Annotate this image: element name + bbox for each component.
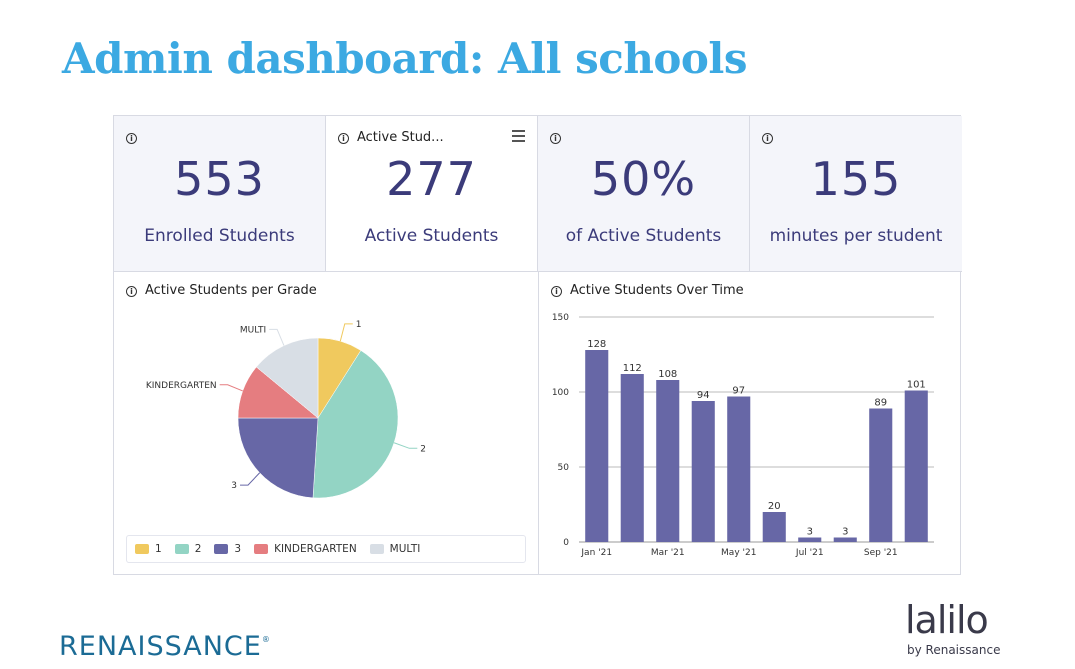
legend-item[interactable]: 2 (174, 543, 202, 555)
dashboard: i 553 Enrolled Students i Active Stud...… (113, 115, 962, 575)
y-tick-label: 100 (552, 388, 569, 398)
legend-swatch (254, 544, 269, 554)
bar-8[interactable] (833, 537, 857, 543)
bar-chart[interactable]: 0 50 100 150 128 Jan '21 112 108 Mar '21 94 97 May … (539, 272, 961, 572)
bar-value-label: 108 (658, 369, 677, 380)
bar-6[interactable] (762, 512, 786, 542)
bar-value-label: 97 (732, 386, 745, 397)
bar-9[interactable] (869, 408, 893, 543)
legend-label: MULTI (389, 543, 421, 555)
legend-label: KINDERGARTEN (274, 543, 357, 555)
lalilo-logo: lalilo by Renaissance (905, 598, 1015, 660)
pie-leader-line (339, 323, 353, 342)
bar-1[interactable] (585, 350, 609, 542)
legend-item[interactable]: MULTI (369, 543, 421, 555)
pie-label: 3 (231, 481, 237, 491)
panel-title: Active Students per Grade (145, 283, 317, 298)
kpi-card-enrolled[interactable]: i 553 Enrolled Students (114, 116, 326, 272)
legend-label: 2 (194, 543, 202, 555)
y-tick-label: 0 (563, 538, 569, 548)
pie-slice-multi[interactable] (256, 337, 319, 419)
kpi-label: of Active Students (565, 226, 722, 246)
pie-slice-3[interactable] (237, 417, 319, 499)
pie-slice-2[interactable] (312, 350, 399, 499)
bar-value-label: 128 (587, 339, 606, 350)
hamburger-menu-icon[interactable] (512, 130, 525, 142)
bar-value-label: 3 (842, 527, 848, 538)
kpi-value: 277 (386, 152, 477, 206)
lalilo-subtitle: by Renaissance (907, 643, 1001, 657)
legend-item[interactable]: 3 (214, 543, 241, 555)
bar-value-label: 89 (874, 398, 887, 409)
legend-item[interactable]: 1 (135, 543, 162, 555)
kpi-label: Enrolled Students (144, 226, 295, 246)
pie-leader-line (219, 384, 243, 392)
legend-swatch (214, 544, 229, 554)
registered-mark: ® (261, 635, 271, 644)
x-tick-label: Jul '21 (795, 548, 824, 558)
page-title: Admin dashboard: All schools (62, 34, 748, 83)
legend-swatch (369, 544, 384, 554)
kpi-card-minutes[interactable]: i 155 minutes per student (750, 116, 962, 272)
legend-swatch (174, 544, 189, 554)
legend-label: 3 (234, 543, 242, 555)
bar-7[interactable] (798, 537, 822, 543)
y-tick-label: 150 (552, 313, 569, 323)
renaissance-logo: RENAISSANCE® (59, 631, 271, 662)
bar-value-label: 112 (623, 363, 642, 374)
info-icon[interactable]: i (126, 286, 137, 297)
pie-leader-line (393, 442, 418, 449)
info-icon[interactable]: i (551, 286, 562, 297)
legend-label: 1 (155, 543, 162, 555)
bar-5[interactable] (727, 396, 751, 543)
kpi-value: 155 (810, 152, 902, 206)
kpi-title: Active Stud... (357, 130, 444, 145)
bar-value-label: 94 (697, 390, 710, 401)
pie-label: MULTI (240, 325, 266, 335)
bar-value-label: 101 (907, 380, 926, 391)
info-icon[interactable]: i (550, 133, 561, 144)
pie-chart[interactable]: 1 2 3 KINDERGARTEN MULTI (114, 272, 538, 530)
info-icon[interactable]: i (338, 133, 349, 144)
x-tick-label: Mar '21 (651, 548, 685, 558)
pie-label: KINDERGARTEN (146, 381, 217, 391)
x-tick-label: Sep '21 (864, 548, 898, 558)
bar-10[interactable] (904, 390, 928, 543)
bar-4[interactable] (691, 401, 715, 542)
bar-value-label: 3 (807, 527, 813, 538)
info-icon[interactable]: i (126, 133, 137, 144)
kpi-card-active[interactable]: i Active Stud... 277 Active Students (326, 116, 538, 272)
bar-3[interactable] (656, 380, 680, 542)
pie-label: 1 (356, 320, 362, 330)
legend-item[interactable]: KINDERGARTEN (254, 543, 357, 555)
info-icon[interactable]: i (762, 133, 773, 144)
x-tick-label: May '21 (721, 548, 756, 558)
pie-chart-panel: i Active Students per Grade 1 2 3 KINDERGAR… (114, 272, 539, 575)
panel-title: Active Students Over Time (570, 283, 744, 298)
kpi-label: minutes per student (769, 226, 943, 246)
pie-legend: 1 2 3 KINDERGARTEN MULTI (126, 535, 526, 563)
bar-chart-panel: i Active Students Over Time 0 50 100 150 128… (539, 272, 961, 575)
bar-value-label: 20 (768, 501, 781, 512)
bar-2[interactable] (620, 374, 644, 542)
pie-label: 2 (420, 444, 426, 454)
kpi-value: 50% (590, 152, 697, 206)
lalilo-wordmark: lalilo (905, 598, 989, 642)
kpi-label: Active Students (364, 226, 499, 246)
kpi-card-active-percent[interactable]: i 50% of Active Students (538, 116, 750, 272)
brand-name: RENAISSANCE (59, 631, 262, 662)
pie-leader-line (240, 472, 261, 486)
y-tick-label: 50 (558, 463, 570, 473)
kpi-value: 553 (174, 152, 265, 206)
legend-swatch (135, 544, 149, 554)
pie-leader-line (269, 328, 285, 346)
x-tick-label: Jan '21 (580, 548, 612, 558)
